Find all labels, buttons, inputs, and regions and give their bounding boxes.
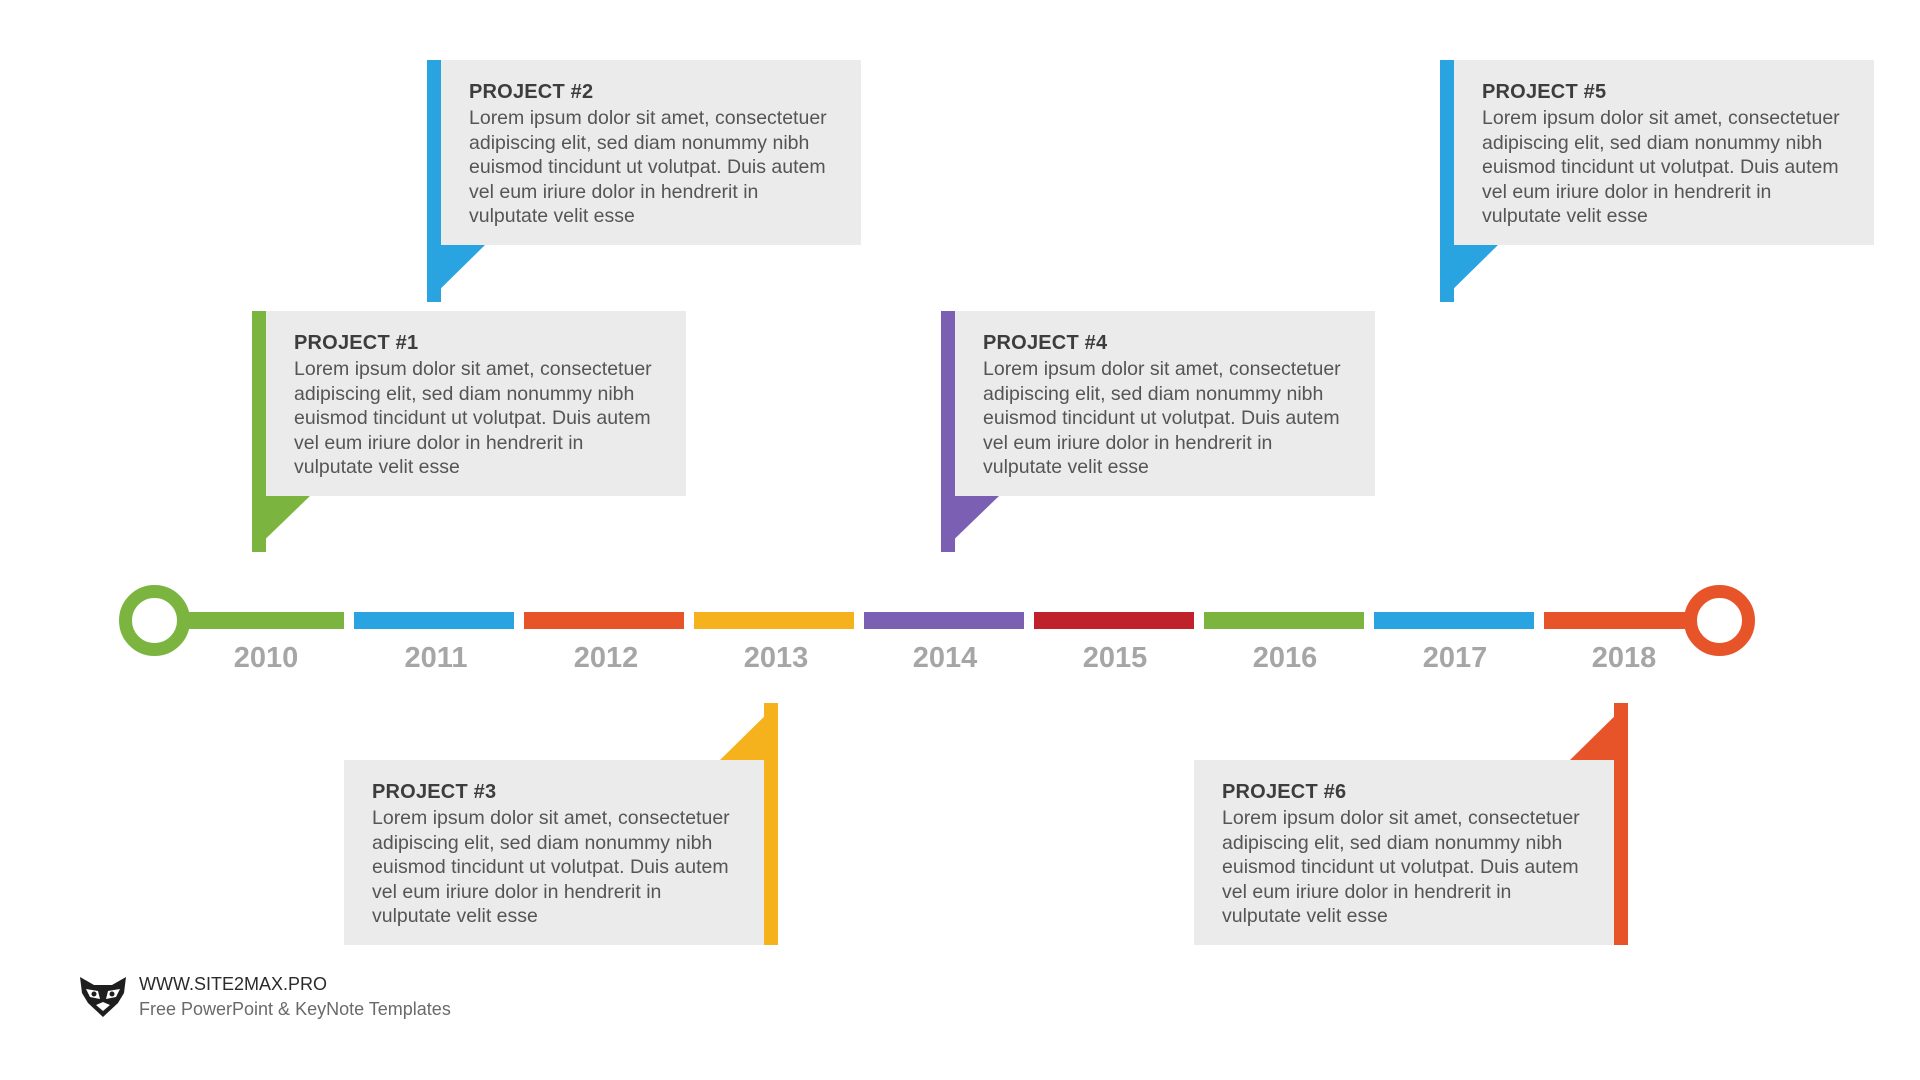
raccoon-logo-icon	[80, 977, 126, 1017]
project-1-flag	[252, 311, 310, 552]
segment-2017	[1374, 612, 1534, 629]
year-label-2016: 2016	[1252, 642, 1318, 674]
project-3-text: Lorem ipsum dolor sit amet, consectetuer…	[372, 807, 730, 927]
segment-2012	[524, 612, 684, 629]
project-6-text: Lorem ipsum dolor sit amet, consectetuer…	[1222, 807, 1580, 927]
year-label-2017: 2017	[1422, 642, 1488, 674]
segment-2010	[154, 612, 344, 629]
timeline-start-ring	[119, 585, 190, 656]
project-6-card: PROJECT #6 Lorem ipsum dolor sit amet, c…	[1194, 760, 1614, 945]
project-4-text: Lorem ipsum dolor sit amet, consectetuer…	[983, 358, 1341, 478]
project-6-flag	[1570, 703, 1628, 945]
footer-tagline: Free PowerPoint & KeyNote Templates	[139, 999, 451, 1019]
year-label-2015: 2015	[1082, 642, 1148, 674]
project-2-title: PROJECT #2	[469, 81, 594, 103]
segment-2015	[1034, 612, 1194, 629]
project-3-card: PROJECT #3 Lorem ipsum dolor sit amet, c…	[344, 760, 764, 945]
year-label-2013: 2013	[743, 642, 809, 674]
timeline-end-ring	[1684, 585, 1755, 656]
project-3-flag	[720, 703, 778, 945]
project-2-flag	[427, 60, 485, 302]
year-label-2010: 2010	[233, 642, 299, 674]
year-label-2018: 2018	[1591, 642, 1657, 674]
year-label-2012: 2012	[573, 642, 639, 674]
segment-2014	[864, 612, 1024, 629]
project-6-title: PROJECT #6	[1222, 781, 1347, 803]
year-label-2011: 2011	[404, 642, 468, 674]
project-5-flag	[1440, 60, 1498, 302]
project-1-title: PROJECT #1	[294, 332, 419, 354]
project-2-card: PROJECT #2 Lorem ipsum dolor sit amet, c…	[441, 60, 861, 245]
project-4-card: PROJECT #4 Lorem ipsum dolor sit amet, c…	[955, 311, 1375, 496]
segment-2016	[1204, 612, 1364, 629]
footer-url: WWW.SITE2MAX.PRO	[139, 974, 328, 994]
project-5-title: PROJECT #5	[1482, 81, 1607, 103]
segment-2018	[1544, 612, 1724, 629]
project-3-title: PROJECT #3	[372, 781, 497, 803]
project-4-title: PROJECT #4	[983, 332, 1108, 354]
segment-2013	[694, 612, 854, 629]
project-4-flag	[941, 311, 999, 552]
project-2-text: Lorem ipsum dolor sit amet, consectetuer…	[469, 107, 827, 227]
segment-2011	[354, 612, 514, 629]
project-1-text: Lorem ipsum dolor sit amet, consectetuer…	[294, 358, 652, 478]
project-1-card: PROJECT #1 Lorem ipsum dolor sit amet, c…	[266, 311, 686, 496]
project-5-text: Lorem ipsum dolor sit amet, consectetuer…	[1482, 107, 1840, 227]
project-5-card: PROJECT #5 Lorem ipsum dolor sit amet, c…	[1454, 60, 1874, 245]
year-label-2014: 2014	[912, 642, 978, 674]
